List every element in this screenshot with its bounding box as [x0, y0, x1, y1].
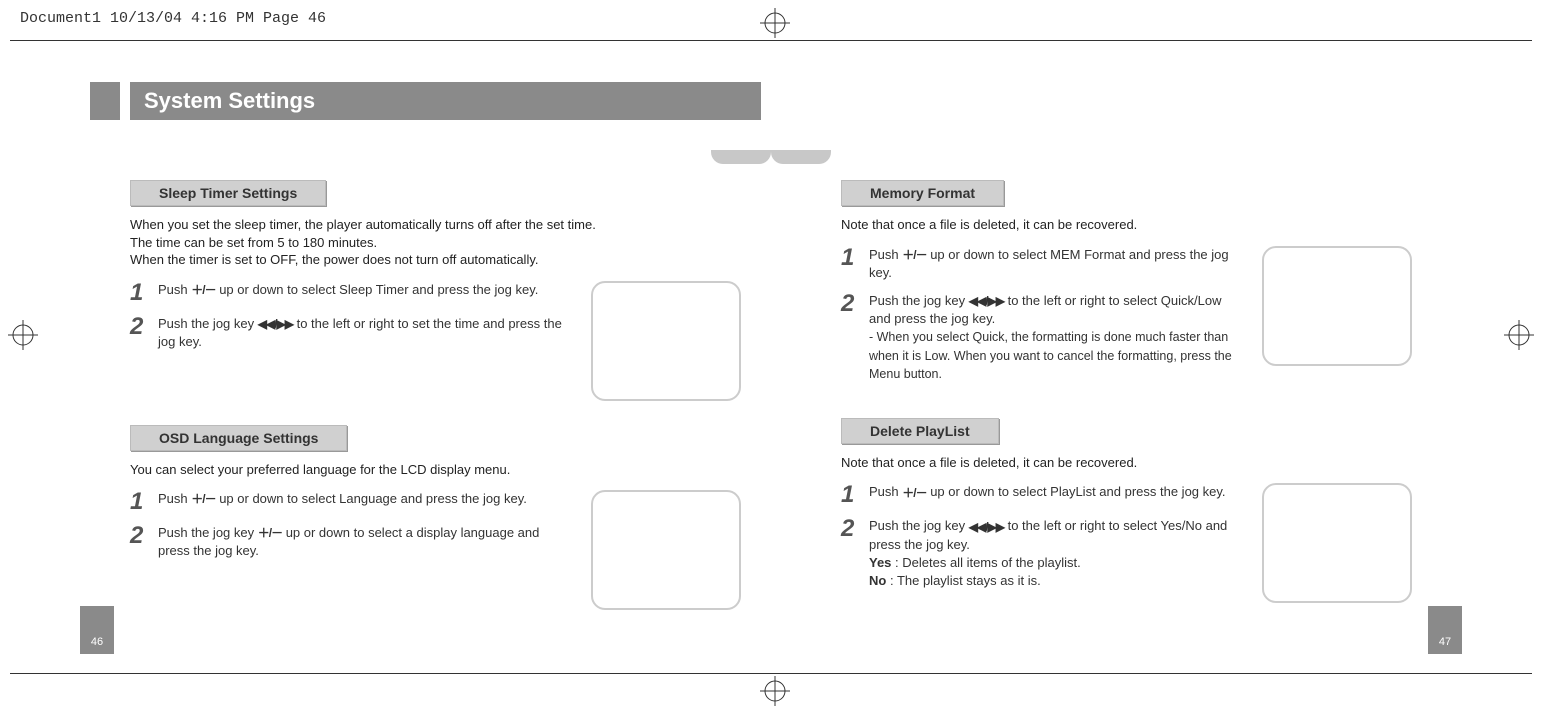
step-item: 2 Push the jog key ◀◀/▶▶ to the left or … [841, 292, 1244, 384]
subheader-osd-language: OSD Language Settings [130, 425, 347, 451]
plus-minus-icon: ＋/－ [191, 282, 215, 299]
left-content: Sleep Timer Settings When you set the sl… [130, 180, 741, 610]
screen-placeholder [1262, 246, 1412, 366]
right-content: Memory Format Note that once a file is d… [841, 180, 1412, 603]
left-right-icon: ◀◀/▶▶ [969, 293, 1004, 310]
intro-sleep-timer: When you set the sleep timer, the player… [130, 216, 741, 269]
yes-text: : Deletes all items of the playlist. [891, 555, 1080, 570]
subheader-memory-format: Memory Format [841, 180, 1004, 206]
step-number: 2 [130, 315, 148, 339]
step-number: 2 [841, 517, 859, 541]
text-frag: Push the jog key [158, 316, 258, 331]
step-number: 1 [841, 483, 859, 507]
spine-tab-right [771, 150, 831, 164]
section-banner: System Settings [90, 82, 761, 120]
crop-mark-left [8, 320, 38, 350]
step-text: Push ＋/－ up or down to select MEM Format… [869, 246, 1244, 282]
plus-minus-icon: ＋/－ [902, 485, 926, 502]
page-number-left: 46 [80, 606, 114, 654]
no-text: : The playlist stays as it is. [886, 573, 1040, 588]
intro-line: When you set the sleep timer, the player… [130, 217, 596, 232]
text-frag: Push [869, 247, 902, 262]
screen-placeholder [591, 490, 741, 610]
plus-minus-icon: ＋/－ [258, 525, 282, 542]
steps-list: 1 Push ＋/－ up or down to select MEM Form… [841, 246, 1244, 394]
text-frag: Push the jog key [158, 525, 258, 540]
steps-row: 1 Push ＋/－ up or down to select PlayList… [841, 483, 1412, 603]
plus-minus-icon: ＋/－ [191, 491, 215, 508]
crop-mark-bottom [760, 676, 790, 706]
screen-placeholder [1262, 483, 1412, 603]
text-frag: Push [869, 484, 902, 499]
text-frag: up or down to select Language and press … [216, 491, 527, 506]
step-item: 2 Push the jog key ◀◀/▶▶ to the left or … [841, 517, 1244, 590]
subheader-sleep-timer: Sleep Timer Settings [130, 180, 326, 206]
step-text: Push the jog key ◀◀/▶▶ to the left or ri… [158, 315, 573, 351]
frame-line-bottom [10, 673, 1532, 674]
no-label: No [869, 573, 886, 588]
text-frag: Push [158, 491, 191, 506]
text-frag: up or down to select Sleep Timer and pre… [216, 282, 539, 297]
step-text: Push ＋/－ up or down to select Language a… [158, 490, 573, 508]
screen-placeholder [591, 281, 741, 401]
step-item: 1 Push ＋/－ up or down to select MEM Form… [841, 246, 1244, 282]
subheader-delete-playlist: Delete PlayList [841, 418, 999, 444]
intro-line: When the timer is set to OFF, the power … [130, 252, 538, 267]
intro-line: The time can be set from 5 to 180 minute… [130, 235, 377, 250]
steps-row: 1 Push ＋/－ up or down to select Language… [130, 490, 741, 610]
step-text: Push the jog key ◀◀/▶▶ to the left or ri… [869, 292, 1244, 384]
step-text: Push ＋/－ up or down to select PlayList a… [869, 483, 1244, 501]
crop-mark-right [1504, 320, 1534, 350]
intro-delete-playlist: Note that once a file is deleted, it can… [841, 454, 1412, 472]
intro-memory-format: Note that once a file is deleted, it can… [841, 216, 1412, 234]
step-item: 1 Push ＋/－ up or down to select Language… [130, 490, 573, 514]
step-text: Push the jog key ＋/－ up or down to selec… [158, 524, 573, 560]
steps-list: 1 Push ＋/－ up or down to select PlayList… [841, 483, 1244, 600]
step-text: Push the jog key ◀◀/▶▶ to the left or ri… [869, 517, 1244, 590]
print-header: Document1 10/13/04 4:16 PM Page 46 [20, 10, 326, 27]
frame-line-top [10, 40, 1532, 41]
text-frag: Push the jog key [869, 293, 969, 308]
step-note: - When you select Quick, the formatting … [869, 330, 1232, 381]
yes-label: Yes [869, 555, 891, 570]
text-frag: Push [158, 282, 191, 297]
steps-row: 1 Push ＋/－ up or down to select MEM Form… [841, 246, 1412, 394]
section-title: System Settings [144, 88, 315, 114]
page-number-right: 47 [1428, 606, 1462, 654]
plus-minus-icon: ＋/－ [902, 247, 926, 264]
step-number: 1 [130, 490, 148, 514]
step-number: 2 [841, 292, 859, 316]
page-left: System Settings Sleep Timer Settings Whe… [80, 60, 771, 654]
text-frag: up or down to select PlayList and press … [927, 484, 1226, 499]
steps-list: 1 Push ＋/－ up or down to select Sleep Ti… [130, 281, 573, 361]
crop-mark-top [760, 8, 790, 38]
banner-bar-icon [120, 82, 130, 120]
intro-osd-language: You can select your preferred language f… [130, 461, 741, 479]
left-right-icon: ◀◀/▶▶ [969, 519, 1004, 536]
left-right-icon: ◀◀/▶▶ [258, 316, 293, 333]
step-item: 2 Push the jog key ◀◀/▶▶ to the left or … [130, 315, 573, 351]
step-item: 1 Push ＋/－ up or down to select PlayList… [841, 483, 1244, 507]
step-item: 2 Push the jog key ＋/－ up or down to sel… [130, 524, 573, 560]
spine-tab-left [711, 150, 771, 164]
step-number: 1 [841, 246, 859, 270]
steps-row: 1 Push ＋/－ up or down to select Sleep Ti… [130, 281, 741, 401]
text-frag: Push the jog key [869, 518, 969, 533]
page-right: Memory Format Note that once a file is d… [771, 60, 1462, 654]
step-item: 1 Push ＋/－ up or down to select Sleep Ti… [130, 281, 573, 305]
step-text: Push ＋/－ up or down to select Sleep Time… [158, 281, 573, 299]
step-number: 1 [130, 281, 148, 305]
steps-list: 1 Push ＋/－ up or down to select Language… [130, 490, 573, 570]
step-number: 2 [130, 524, 148, 548]
page-spread: System Settings Sleep Timer Settings Whe… [80, 60, 1462, 654]
